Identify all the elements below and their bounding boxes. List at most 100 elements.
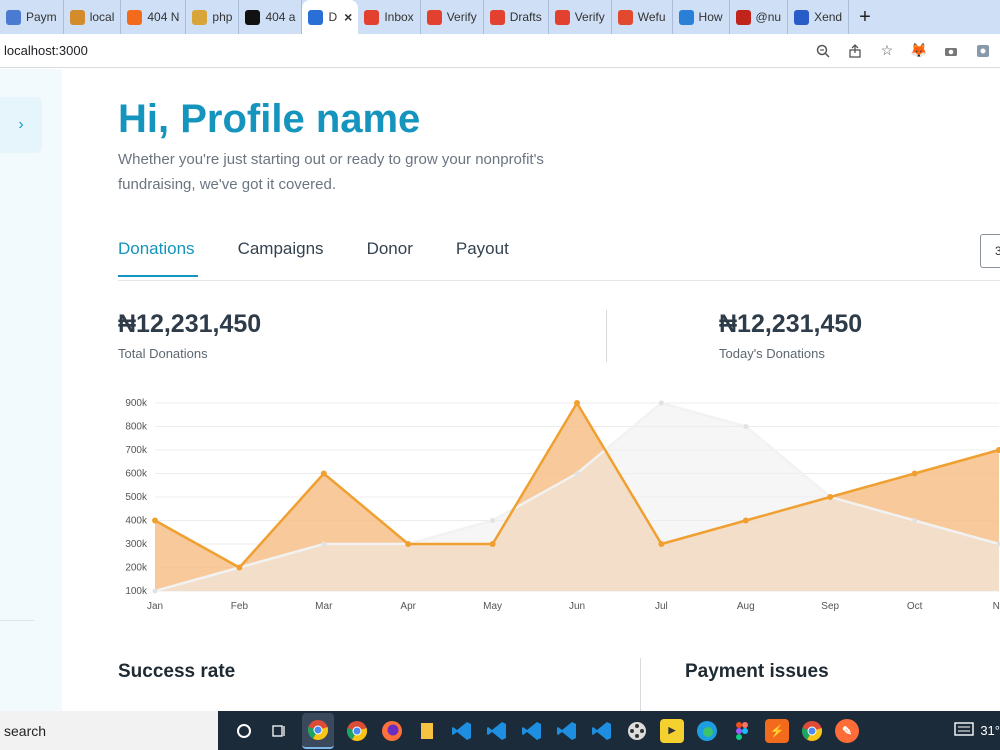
grey-data-point (743, 424, 749, 429)
metamask-icon[interactable]: 🦊 (910, 42, 928, 58)
bookmark-star-icon[interactable]: ☆ (880, 42, 894, 58)
grey-data-point (574, 471, 580, 476)
browser-tab[interactable]: How (673, 0, 730, 34)
donations-chart: 100k 200k 300k 400k 500k 600k 700k 800k 900k Jan F… (125, 398, 1000, 612)
y-tick-label: 100k (125, 586, 148, 597)
nuxt-icon (735, 9, 751, 25)
grey-data-point (321, 541, 327, 547)
page-content: › Hi, Profile name Whether you're just s… (0, 69, 1000, 711)
share-icon[interactable] (846, 42, 864, 60)
browser-tab[interactable]: @nu (730, 0, 789, 34)
orange-data-point (827, 494, 834, 500)
orange-data-point (911, 470, 918, 477)
date-filter-button[interactable]: 3 (980, 234, 1000, 268)
file-explorer-icon[interactable] (415, 719, 439, 743)
browser-tab-label: Inbox (384, 10, 414, 24)
vscode-icon[interactable] (520, 719, 544, 743)
chrome-icon[interactable] (302, 712, 334, 749)
weather-temperature[interactable]: 31° (980, 723, 1000, 738)
browser-tab-label: How (698, 10, 723, 24)
film-reel-icon[interactable] (625, 719, 649, 743)
y-tick-label: 300k (125, 539, 148, 550)
github-icon (245, 9, 261, 25)
grey-data-point (912, 518, 918, 523)
orange-data-point (405, 541, 412, 547)
x-tick-label: Feb (231, 601, 249, 612)
tab-donations[interactable]: Donations (118, 239, 198, 277)
payment-icon (6, 9, 21, 25)
browser-tab[interactable]: php (186, 0, 240, 34)
new-tab-button[interactable]: + (859, 5, 871, 28)
zoom-icon[interactable] (814, 42, 832, 60)
x-tick-label: Jan (147, 601, 163, 612)
dashboard-icon (308, 9, 324, 25)
browser-tab[interactable]: Wefu (612, 0, 673, 34)
edge-icon[interactable] (695, 719, 719, 743)
browser-tab-label: Xend (814, 10, 843, 24)
grey-data-point (490, 518, 496, 523)
cortana-icon[interactable] (232, 719, 256, 743)
xend-icon (794, 9, 810, 25)
close-tab-icon[interactable]: × (344, 9, 353, 25)
url-field[interactable]: localhost:3000 (4, 43, 88, 58)
orange-data-point (742, 517, 749, 524)
sidebar-expand-button[interactable]: › (0, 97, 42, 153)
xampp-icon (69, 9, 85, 25)
browser-tab[interactable]: 404 N (121, 0, 187, 34)
browser-tab[interactable]: D × (302, 0, 359, 34)
orange-data-point (236, 564, 243, 571)
browser-tab[interactable]: local (64, 0, 122, 34)
sidebar-divider (0, 620, 34, 621)
grey-data-point (996, 541, 1000, 547)
browser-tab-label: @nu (755, 10, 782, 24)
x-tick-label: Mar (315, 601, 333, 612)
extension-icon[interactable] (974, 42, 992, 60)
chrome-icon[interactable] (345, 719, 369, 743)
vscode-icon[interactable] (450, 719, 474, 743)
postman-icon[interactable]: ✎ (835, 718, 859, 743)
browser-tab-label: Drafts (509, 10, 542, 24)
grey-data-point (658, 400, 664, 406)
firefox-icon[interactable] (380, 719, 404, 743)
news-widget-icon[interactable] (954, 721, 975, 740)
browser-tab[interactable]: 404 a (239, 0, 303, 34)
taskbar-search[interactable]: search (0, 711, 218, 750)
browser-tab[interactable]: Xend (788, 0, 850, 34)
grey-data-point (152, 588, 158, 594)
x-tick-label: Aug (737, 601, 755, 612)
chrome-icon[interactable] (800, 719, 824, 743)
gmail-icon (554, 9, 570, 25)
task-view-icon[interactable] (267, 719, 291, 743)
browser-tab-label: Paym (26, 10, 57, 24)
php-icon (192, 9, 208, 25)
orange-data-point (489, 541, 496, 547)
today-donations-value: ₦12,231,450 (719, 310, 863, 338)
tab-donor[interactable]: Donor (366, 239, 413, 258)
orange-data-point (574, 400, 580, 406)
vscode-icon[interactable] (590, 719, 614, 743)
orange-data-point (658, 541, 665, 547)
taskbar: search (0, 711, 1000, 750)
total-donations-stat: ₦12,231,450 Total Donations (118, 310, 261, 361)
browser-tab-strip: Paym local 404 N php 404 a D × Inbox Verify Draft… (0, 0, 1000, 34)
vscode-icon[interactable] (555, 719, 579, 743)
postman-bolt-icon[interactable]: ⚡ (765, 718, 789, 743)
browser-tab[interactable]: Verify (421, 0, 484, 34)
y-tick-label: 600k (125, 469, 148, 480)
browser-tab[interactable]: Verify (549, 0, 612, 34)
tab-payout[interactable]: Payout (455, 239, 509, 258)
player-icon[interactable]: ▶ (660, 718, 684, 743)
tab-campaigns[interactable]: Campaigns (237, 239, 324, 258)
x-tick-label: Jun (569, 601, 585, 612)
figma-icon[interactable] (730, 719, 754, 743)
browser-tab[interactable]: Drafts (484, 0, 549, 34)
address-bar: localhost:3000 ☆ 🦊 (0, 34, 1000, 68)
vscode-icon[interactable] (485, 719, 509, 743)
success-rate-title: Success rate (118, 661, 236, 682)
browser-tab[interactable]: Inbox (358, 0, 421, 34)
gmail-icon (364, 9, 380, 25)
browser-tab[interactable]: Paym (0, 0, 64, 34)
camera-icon[interactable] (942, 42, 960, 60)
browser-tab-label: 404 N (147, 10, 180, 24)
y-tick-label: 900k (125, 398, 148, 409)
